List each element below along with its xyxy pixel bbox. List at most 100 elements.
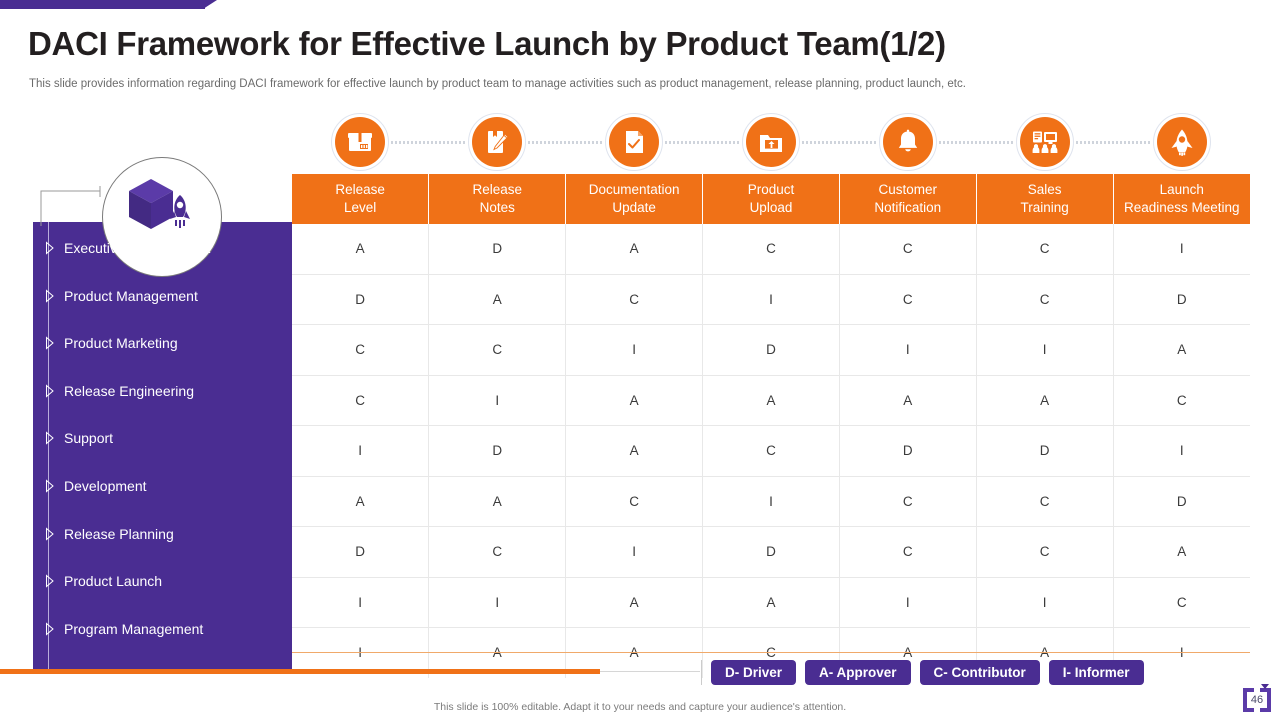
role-item-5[interactable]: Support (46, 430, 113, 446)
package-box-icon (335, 117, 386, 167)
role-item-7[interactable]: Release Planning (46, 525, 174, 542)
role-item-3[interactable]: Product Marketing (46, 335, 178, 351)
chevron-right-icon (46, 241, 54, 255)
process-step-3[interactable] (605, 113, 664, 171)
column-header-line1: Release (472, 181, 523, 197)
matrix-cell-r7-c5: C (839, 526, 977, 578)
matrix-cell-r8-c2: I (428, 577, 567, 628)
legend-button-3[interactable]: C- Contributor (919, 660, 1040, 685)
process-step-1[interactable] (331, 113, 390, 171)
matrix-cell-r2-c5: C (839, 274, 977, 325)
legend-button-1[interactable]: D- Driver (711, 660, 797, 685)
legend-button-label: C- Contributor (933, 665, 1026, 680)
legend-button-2[interactable]: A- Approver (805, 660, 911, 685)
role-item-label: Release Planning (64, 525, 174, 542)
matrix-cell-r4-c5: A (839, 375, 977, 426)
matrix-cell-r1-c2: D (428, 224, 567, 275)
column-header-6: Sales Training (976, 174, 1114, 224)
process-step-4[interactable] (742, 113, 800, 171)
chevron-right-icon (46, 622, 54, 636)
matrix-cell-r1-c1: A (292, 224, 430, 275)
process-connector-line (665, 141, 740, 144)
column-header-line2: Training (1020, 200, 1069, 215)
top-accent-bar (0, 0, 205, 9)
matrix-cell-r7-c1: D (292, 526, 430, 578)
column-header-line2: Notification (874, 200, 942, 215)
role-item-6[interactable]: Development (46, 478, 147, 494)
matrix-cell-r3-c7: A (1113, 324, 1250, 376)
box-rocket-icon (112, 168, 212, 240)
legend-button-label: A- Approver (819, 665, 897, 680)
process-step-7[interactable] (1152, 113, 1211, 171)
column-header-line2: Upload (749, 200, 793, 215)
chevron-right-icon (46, 574, 54, 588)
role-item-2[interactable]: Product Management (46, 287, 198, 304)
chevron-right-icon (46, 384, 54, 398)
matrix-cell-r3-c5: I (839, 324, 977, 376)
process-step-5[interactable] (878, 113, 937, 171)
matrix-cell-r6-c4: I (702, 476, 840, 527)
column-header-1: Release Level (292, 174, 430, 224)
process-connector-line (938, 141, 1014, 144)
matrix-cell-r2-c4: I (702, 274, 840, 325)
legend-button-4[interactable]: I- Informer (1048, 660, 1144, 685)
matrix-cell-r4-c4: A (702, 375, 840, 426)
column-header-line2: Notes (479, 200, 515, 215)
matrix-cell-r8-c3: A (565, 577, 704, 628)
matrix-cell-r8-c4: A (702, 577, 840, 628)
bottom-thin-rule (600, 671, 700, 672)
column-header-line1: Documentation (588, 181, 680, 197)
matrix-cell-r8-c6: I (976, 577, 1114, 628)
column-header-line2: Level (344, 200, 377, 215)
role-item-8[interactable]: Product Launch (46, 573, 162, 589)
matrix-cell-r5-c4: C (702, 425, 840, 477)
column-header-line1: Customer (878, 181, 938, 197)
column-header-2: Release Notes (428, 174, 567, 224)
matrix-cell-r4-c2: I (428, 375, 567, 426)
column-header-line1: Release (335, 181, 385, 197)
matrix-cell-r3-c2: C (428, 324, 567, 376)
footer-note: This slide is 100% editable. Adapt it to… (433, 701, 847, 713)
matrix-cell-r6-c5: C (839, 476, 977, 527)
roles-panel-accent-line (48, 222, 49, 670)
document-check-icon (609, 117, 660, 167)
matrix-cell-r1-c6: C (976, 224, 1114, 275)
role-item-4[interactable]: Release Engineering (46, 382, 194, 399)
matrix-cell-r8-c1: I (292, 577, 430, 628)
role-item-1[interactable]: Executive Management (46, 240, 210, 256)
legend-group: D- Driver A- Approver C- Contributor I- Inf… (711, 660, 1144, 685)
matrix-cell-r7-c7: A (1113, 526, 1250, 578)
matrix-cell-r4-c1: C (292, 375, 430, 426)
matrix-cell-r5-c5: D (839, 425, 977, 477)
column-header-line1: Product (747, 181, 795, 197)
table-bottom-rule (292, 652, 1250, 653)
bracket-connector (40, 186, 101, 226)
top-accent-bar-tail (203, 0, 217, 9)
role-item-label: Product Management (64, 287, 198, 304)
matrix-cell-r3-c6: I (976, 324, 1114, 376)
matrix-cell-r3-c4: D (702, 324, 840, 376)
process-step-2[interactable] (468, 113, 527, 171)
process-connector-line (802, 141, 877, 144)
column-header-line1: Launch (1159, 181, 1204, 197)
role-item-label: Development (64, 478, 147, 494)
column-header-4: Product Upload (702, 174, 840, 224)
column-header-line1: Sales (1027, 181, 1062, 197)
matrix-cell-r6-c3: C (565, 476, 704, 527)
matrix-cell-r2-c6: C (976, 274, 1114, 325)
process-icon-strip (292, 113, 1250, 171)
matrix-cell-r1-c5: C (839, 224, 977, 275)
role-item-label: Release Engineering (64, 382, 194, 399)
matrix-cell-r4-c3: A (565, 375, 704, 426)
chevron-right-icon (46, 431, 54, 445)
role-item-9[interactable]: Program Management (46, 621, 203, 637)
process-step-6[interactable] (1015, 113, 1074, 171)
matrix-cell-r5-c6: D (976, 425, 1114, 477)
matrix-cell-r7-c2: C (428, 526, 567, 578)
